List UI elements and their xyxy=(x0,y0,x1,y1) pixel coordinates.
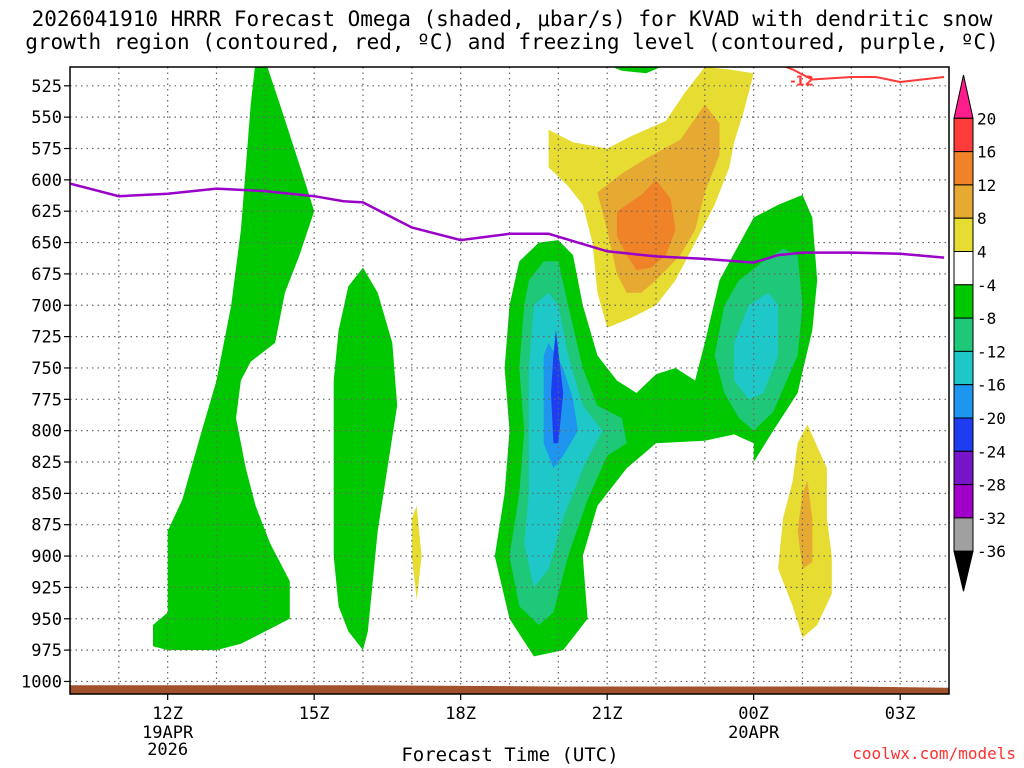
colorbar-label: -28 xyxy=(977,476,1006,495)
x-tick-label: 18Z xyxy=(445,704,476,724)
colorbar-label: -4 xyxy=(977,276,996,295)
y-tick-label: 800 xyxy=(31,422,62,442)
colorbar-segment xyxy=(953,184,974,219)
dgz-contour-label: -12 xyxy=(790,75,814,90)
omega-region xyxy=(333,267,398,651)
x-tick-year-label: 2026 xyxy=(147,740,188,760)
y-tick-label: 950 xyxy=(31,610,62,630)
colorbar-label: 20 xyxy=(977,109,996,128)
y-tick-label: 825 xyxy=(31,453,62,473)
colorbar-segment xyxy=(953,484,974,519)
y-tick-label: 775 xyxy=(31,390,62,410)
colorbar-segment xyxy=(953,317,974,352)
chart-title: 2026041910 HRRR Forecast Omega (shaded, … xyxy=(0,8,1024,54)
y-tick-label: 525 xyxy=(31,77,62,97)
colorbar-bottom-triangle xyxy=(953,550,974,592)
colorbar-label: 4 xyxy=(977,243,987,262)
colorbar-segment xyxy=(953,251,974,286)
colorbar-label: 16 xyxy=(977,143,996,162)
terrain-surface xyxy=(70,685,949,694)
colorbar-label: -32 xyxy=(977,509,1006,528)
colorbar-segment xyxy=(953,350,974,386)
freezing-level-line xyxy=(70,182,945,264)
colorbar-label: -12 xyxy=(977,342,1006,361)
chart-title-line-1: 2026041910 HRRR Forecast Omega (shaded, … xyxy=(31,7,993,31)
y-tick-label: 925 xyxy=(31,578,62,598)
source-credit: coolwx.com/models xyxy=(852,744,1016,763)
y-tick-label: 650 xyxy=(31,234,62,254)
omega-region xyxy=(734,292,779,400)
colorbar-label: 8 xyxy=(977,209,987,228)
colorbar-label: -8 xyxy=(977,309,996,328)
y-tick-label: 1000 xyxy=(21,672,62,692)
colorbar-label: -20 xyxy=(977,409,1006,428)
x-tick-label: 15Z xyxy=(299,704,330,724)
colorbar-segment xyxy=(953,450,974,486)
colorbar-label: 12 xyxy=(977,176,996,195)
colorbar-segment xyxy=(953,217,974,252)
colorbar-segment xyxy=(953,117,974,153)
colorbar-segment xyxy=(953,384,974,419)
x-tick-label: 12Z xyxy=(152,704,183,724)
plot-frame xyxy=(69,66,950,695)
omega-region xyxy=(411,505,422,600)
colorbar-segment xyxy=(953,151,974,186)
colorbar-segment xyxy=(953,417,974,452)
omega-region xyxy=(616,179,676,271)
y-tick-label: 725 xyxy=(31,328,62,348)
y-tick-label: 625 xyxy=(31,202,62,222)
y-tick-label: 575 xyxy=(31,140,62,160)
omega-region xyxy=(153,67,315,651)
colorbar-segment xyxy=(953,517,974,552)
y-tick-label: 550 xyxy=(31,108,62,128)
x-tick-date-label: 20APR xyxy=(728,723,780,743)
y-tick-label: 975 xyxy=(31,641,62,661)
x-tick-label: 03Z xyxy=(885,704,916,724)
colorbar-top-triangle xyxy=(953,74,974,119)
x-tick-label: 00Z xyxy=(738,704,769,724)
y-tick-label: 850 xyxy=(31,484,62,504)
y-tick-label: 750 xyxy=(31,359,62,379)
colorbar-label: -16 xyxy=(977,376,1006,395)
colorbar-label: -36 xyxy=(977,542,1006,561)
x-axis-label: Forecast Time (UTC) xyxy=(401,744,619,766)
omega-region xyxy=(797,480,813,569)
y-tick-label: 675 xyxy=(31,265,62,285)
omega-region xyxy=(612,67,661,74)
colorbar-label: -24 xyxy=(977,442,1006,461)
x-tick-date-label: 19APR xyxy=(142,723,194,743)
chart-title-line-2: growth region (contoured, red, ºC) and f… xyxy=(25,30,999,54)
y-tick-label: 700 xyxy=(31,296,62,316)
colorbar-segment xyxy=(953,284,974,319)
y-tick-label: 900 xyxy=(31,547,62,567)
y-tick-label: 600 xyxy=(31,171,62,191)
omega-region xyxy=(551,330,564,444)
dgz-contour-line xyxy=(783,67,945,84)
x-tick-label: 21Z xyxy=(592,704,623,724)
y-tick-label: 875 xyxy=(31,516,62,536)
